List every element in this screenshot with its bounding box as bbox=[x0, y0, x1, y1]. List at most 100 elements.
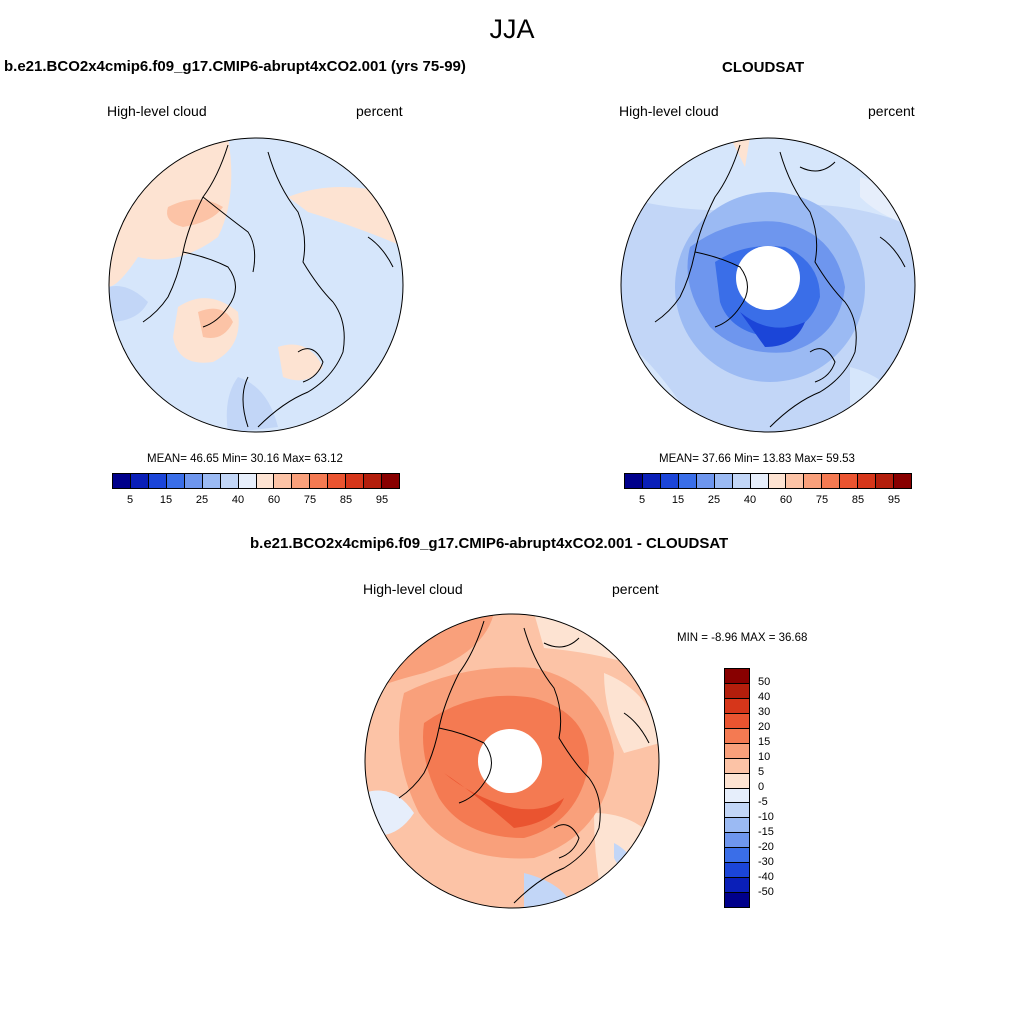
panel-2-colorbar bbox=[624, 473, 912, 489]
colorbar-swatch bbox=[714, 474, 733, 488]
coastlines bbox=[142, 144, 394, 428]
colorbar-swatch bbox=[328, 474, 347, 488]
colorbar-swatch bbox=[894, 474, 911, 488]
cbar-tick: 75 bbox=[815, 494, 829, 506]
colorbar-swatch bbox=[678, 474, 697, 488]
cbar-tick: 15 bbox=[671, 494, 685, 506]
cbar-tick: 50 bbox=[758, 676, 771, 688]
panel-1-colorbar-ticks: 5 15 25 40 60 75 85 95 bbox=[112, 494, 400, 508]
colorbar-swatch bbox=[725, 728, 749, 744]
cbar-tick: 5 bbox=[638, 494, 646, 506]
colorbar-swatch bbox=[725, 683, 749, 699]
panel-1-units-label: percent bbox=[356, 103, 403, 119]
colorbar-swatch bbox=[725, 833, 749, 849]
colorbar-swatch bbox=[725, 818, 749, 834]
colorbar-swatch bbox=[625, 474, 643, 488]
colorbar-swatch bbox=[166, 474, 185, 488]
cbar-tick: 75 bbox=[303, 494, 317, 506]
colorbar-swatch bbox=[696, 474, 715, 488]
coastlines bbox=[398, 620, 650, 904]
colorbar-swatch bbox=[725, 878, 749, 894]
colorbar-swatch bbox=[876, 474, 895, 488]
colorbar-swatch bbox=[822, 474, 841, 488]
colorbar-swatch bbox=[238, 474, 257, 488]
colorbar-swatch bbox=[732, 474, 751, 488]
panel-2-colorbar-ticks: 5 15 25 40 60 75 85 95 bbox=[624, 494, 912, 508]
panel-1-stats: MEAN= 46.65 Min= 30.16 Max= 63.12 bbox=[147, 453, 343, 465]
cbar-tick: 0 bbox=[758, 781, 765, 793]
cbar-tick: 95 bbox=[375, 494, 389, 506]
coastlines bbox=[654, 144, 906, 428]
figure-title: JJA bbox=[489, 14, 535, 44]
colorbar-swatch bbox=[725, 698, 749, 714]
colorbar-swatch bbox=[274, 474, 293, 488]
panel-3-colorbar-ticks: 50 40 30 20 15 10 5 0 -5 -10 -15 -20 -30… bbox=[758, 668, 798, 908]
panel-1-colorbar bbox=[112, 473, 400, 489]
colorbar-swatch bbox=[660, 474, 679, 488]
cbar-tick: 15 bbox=[159, 494, 173, 506]
colorbar-swatch bbox=[725, 743, 749, 759]
cbar-tick: 30 bbox=[758, 706, 771, 718]
colorbar-swatch bbox=[256, 474, 275, 488]
panel-3-polar-map bbox=[364, 613, 660, 909]
panel-3-variable-label: High-level cloud bbox=[363, 581, 463, 597]
colorbar-swatch bbox=[725, 713, 749, 729]
colorbar-swatch bbox=[184, 474, 203, 488]
cbar-tick: 95 bbox=[887, 494, 901, 506]
panel-2-variable-label: High-level cloud bbox=[619, 103, 719, 119]
colorbar-swatch bbox=[786, 474, 805, 488]
colorbar-swatch bbox=[725, 669, 749, 684]
panel-1-title: b.e21.BCO2x4cmip6.f09_g17.CMIP6-abrupt4x… bbox=[4, 58, 466, 75]
panel-3-colorbar bbox=[724, 668, 750, 908]
colorbar-swatch bbox=[804, 474, 823, 488]
colorbar-swatch bbox=[364, 474, 383, 488]
cbar-tick: -30 bbox=[758, 856, 774, 868]
panel-2-stats: MEAN= 37.66 Min= 13.83 Max= 59.53 bbox=[659, 453, 855, 465]
cbar-tick: -40 bbox=[758, 871, 774, 883]
cbar-tick: 40 bbox=[231, 494, 245, 506]
colorbar-swatch bbox=[750, 474, 769, 488]
colorbar-swatch bbox=[768, 474, 787, 488]
panel-1-variable-label: High-level cloud bbox=[107, 103, 207, 119]
colorbar-swatch bbox=[725, 773, 749, 789]
colorbar-swatch bbox=[725, 788, 749, 804]
colorbar-swatch bbox=[840, 474, 859, 488]
cbar-tick: 40 bbox=[743, 494, 757, 506]
panel-2-title: CLOUDSAT bbox=[722, 59, 805, 76]
cbar-tick: 15 bbox=[758, 736, 771, 748]
cbar-tick: -5 bbox=[758, 796, 768, 808]
cbar-tick: 10 bbox=[758, 751, 771, 763]
cbar-tick: -20 bbox=[758, 841, 774, 853]
colorbar-swatch bbox=[725, 848, 749, 864]
cbar-tick: 25 bbox=[195, 494, 209, 506]
panel-3-stats: MIN = -8.96 MAX = 36.68 bbox=[677, 632, 808, 644]
panel-2-polar-map bbox=[620, 137, 916, 433]
colorbar-swatch bbox=[642, 474, 661, 488]
cbar-tick: 25 bbox=[707, 494, 721, 506]
panel-3-title: b.e21.BCO2x4cmip6.f09_g17.CMIP6-abrupt4x… bbox=[250, 535, 729, 552]
cbar-tick: 85 bbox=[339, 494, 353, 506]
panel-1-polar-map bbox=[108, 137, 404, 433]
colorbar-swatch bbox=[148, 474, 167, 488]
cbar-tick: -15 bbox=[758, 826, 774, 838]
colorbar-swatch bbox=[202, 474, 221, 488]
colorbar-swatch bbox=[725, 758, 749, 774]
colorbar-swatch bbox=[725, 803, 749, 819]
colorbar-swatch bbox=[310, 474, 329, 488]
cbar-tick: -10 bbox=[758, 811, 774, 823]
colorbar-swatch bbox=[858, 474, 877, 488]
colorbar-swatch bbox=[292, 474, 311, 488]
cbar-tick: 60 bbox=[779, 494, 793, 506]
colorbar-swatch bbox=[382, 474, 399, 488]
colorbar-swatch bbox=[130, 474, 149, 488]
cbar-tick: 20 bbox=[758, 721, 771, 733]
colorbar-swatch bbox=[725, 863, 749, 879]
cbar-tick: 5 bbox=[758, 766, 765, 778]
cbar-tick: 5 bbox=[126, 494, 134, 506]
colorbar-swatch bbox=[113, 474, 131, 488]
panel-3-units-label: percent bbox=[612, 581, 659, 597]
colorbar-swatch bbox=[346, 474, 365, 488]
cbar-tick: 60 bbox=[267, 494, 281, 506]
colorbar-swatch bbox=[220, 474, 239, 488]
panel-2-units-label: percent bbox=[868, 103, 915, 119]
